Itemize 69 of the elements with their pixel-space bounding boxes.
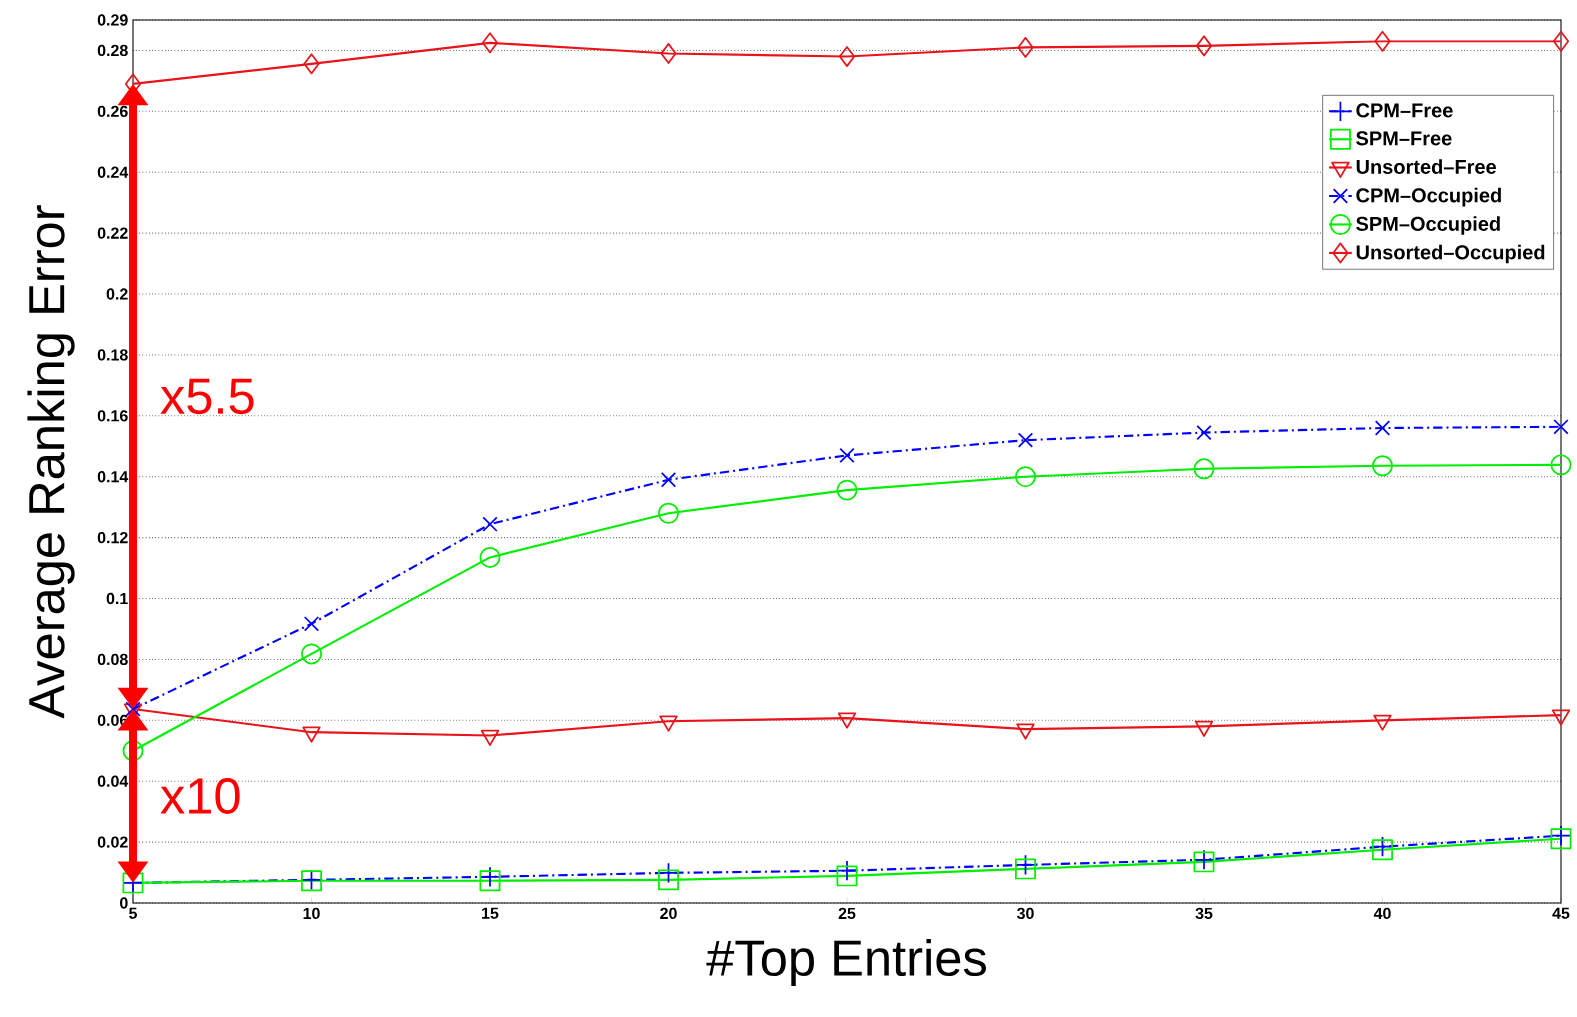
y-tick-label: 0.02	[97, 836, 128, 848]
point	[480, 729, 500, 746]
point	[660, 472, 677, 488]
point	[1372, 455, 1393, 477]
point	[839, 447, 855, 464]
point	[1195, 35, 1213, 57]
y-tick-label: 0.12	[97, 531, 128, 544]
y-tick-label: 0.14	[97, 471, 129, 483]
point	[660, 43, 677, 64]
x-tick-label: 25	[838, 907, 856, 920]
point	[301, 643, 322, 665]
y-tick-label: 0.28	[97, 44, 128, 57]
point	[838, 46, 856, 67]
point	[1373, 714, 1392, 731]
y-tick-label: 0.2	[106, 288, 128, 300]
point	[1552, 30, 1570, 52]
point	[1017, 36, 1034, 58]
point	[1374, 30, 1391, 52]
point	[659, 715, 678, 732]
x-axis-title: #Top Entries	[706, 938, 986, 987]
point	[303, 53, 320, 75]
point	[1550, 454, 1572, 476]
legend-label: SPM–Occupied	[1356, 216, 1500, 235]
legend-label: CPM–Occupied	[1356, 187, 1501, 207]
point	[303, 616, 320, 632]
x-tick-label: 40	[1373, 907, 1391, 920]
point	[1196, 424, 1212, 441]
x-tick-label: 45	[1552, 907, 1570, 919]
point	[479, 546, 501, 568]
y-tick-label: 0	[120, 897, 128, 909]
legend-label: SPM–Free	[1356, 131, 1452, 146]
y-tick-label: 0.08	[97, 653, 128, 666]
legend-label: Unsorted–Occupied	[1356, 244, 1545, 264]
x-tick-label: 15	[482, 907, 499, 919]
point	[482, 516, 498, 532]
y-tick-label: 0.04	[97, 775, 129, 787]
x-tick-label: 10	[303, 907, 320, 920]
point	[1017, 432, 1034, 448]
point	[658, 502, 679, 524]
point	[1015, 466, 1036, 488]
annotation: x5.5	[160, 378, 254, 415]
point	[836, 860, 858, 882]
y-tick-label: 0.1	[106, 592, 128, 605]
annotation: x10	[160, 778, 240, 814]
point	[1194, 720, 1214, 737]
y-tick-label: 0.16	[97, 410, 128, 422]
point	[302, 726, 321, 743]
point	[1374, 420, 1391, 436]
point	[1193, 458, 1215, 480]
point	[1551, 709, 1571, 726]
point	[1016, 723, 1035, 740]
y-tick-label: 0.18	[97, 349, 128, 361]
point	[836, 865, 858, 887]
point	[1553, 419, 1569, 435]
legend-label: Unsorted–Free	[1356, 159, 1496, 174]
x-tick-label: 20	[660, 907, 677, 920]
point	[481, 32, 499, 54]
y-tick-label: 0.22	[97, 227, 128, 239]
y-tick-label: 0.24	[97, 166, 129, 178]
x-tick-label: 5	[129, 907, 137, 919]
point	[837, 712, 857, 729]
y-axis-title: Average Ranking Error	[27, 205, 75, 719]
point	[836, 479, 858, 501]
x-tick-label: 35	[1195, 907, 1213, 920]
x-tick-label: 30	[1016, 907, 1034, 920]
point	[658, 869, 679, 891]
y-tick-label: 0.26	[97, 105, 128, 117]
y-tick-label: 0.29	[97, 14, 128, 26]
legend-label: CPM–Free	[1356, 103, 1453, 118]
